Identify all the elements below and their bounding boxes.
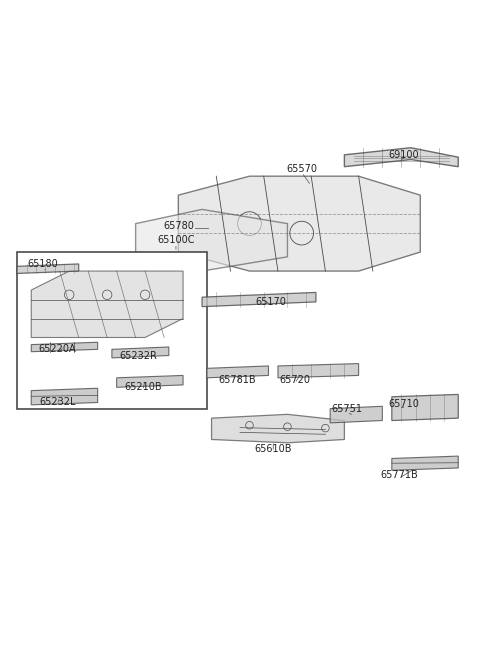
Polygon shape [17,264,79,274]
Polygon shape [179,176,420,271]
Text: 65232R: 65232R [119,352,157,361]
Text: 65570: 65570 [286,164,317,174]
Text: 65771B: 65771B [380,470,418,480]
Polygon shape [31,388,97,405]
Bar [17,252,207,409]
Text: 65210B: 65210B [124,382,162,392]
Polygon shape [278,363,359,378]
Text: 65710: 65710 [388,399,419,409]
Text: 69100: 69100 [388,150,419,160]
Polygon shape [344,148,458,167]
Text: 65781B: 65781B [219,375,256,385]
Text: 65100C: 65100C [157,236,195,245]
Polygon shape [392,394,458,420]
Text: 65751: 65751 [331,403,362,414]
Text: 65180: 65180 [28,259,59,269]
Text: 65780: 65780 [163,221,194,231]
Polygon shape [136,209,288,271]
Text: 65232L: 65232L [39,396,75,407]
Polygon shape [392,456,458,470]
Text: 65610B: 65610B [254,444,292,454]
Polygon shape [202,293,316,306]
Polygon shape [31,271,183,337]
Polygon shape [330,406,383,423]
Polygon shape [31,342,97,352]
Polygon shape [212,415,344,443]
Text: 65170: 65170 [255,297,286,307]
Text: 65220A: 65220A [38,344,76,354]
Text: 65720: 65720 [279,375,310,385]
Polygon shape [117,375,183,387]
Polygon shape [112,347,169,358]
Polygon shape [207,366,268,378]
